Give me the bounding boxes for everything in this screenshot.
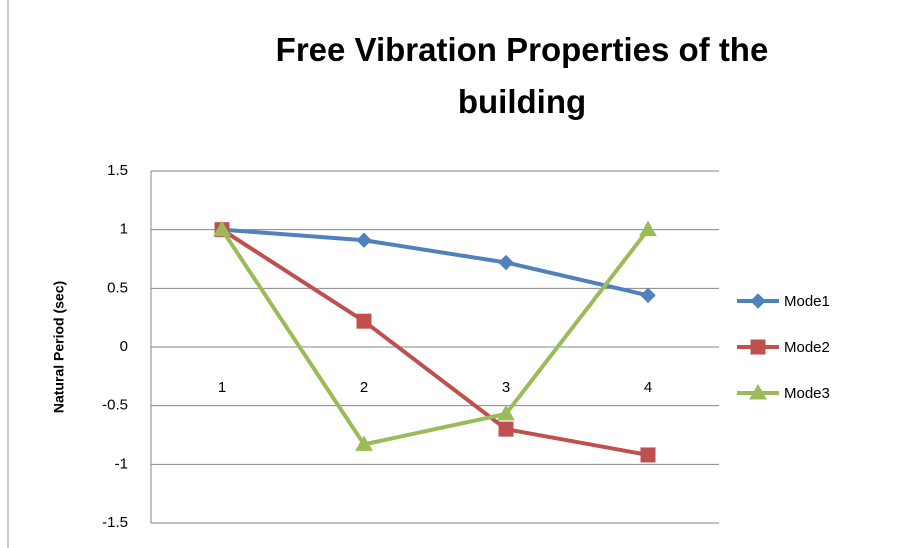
x-tick-label: 3	[502, 379, 510, 396]
legend-marker	[750, 293, 766, 309]
x-tick-label: 1	[218, 379, 226, 396]
legend-label: Mode2	[784, 339, 830, 356]
y-tick-label: -0.5	[102, 397, 128, 414]
data-point	[213, 220, 231, 237]
series-line	[220, 227, 649, 457]
data-point	[639, 220, 657, 237]
y-axis-label: Natural Period (sec)	[51, 281, 67, 413]
data-point	[498, 421, 514, 437]
legend-marker	[750, 339, 766, 355]
y-tick-label: 0	[120, 338, 128, 355]
data-point	[497, 404, 515, 421]
data-point	[640, 287, 656, 304]
y-tick-label: -1	[115, 455, 128, 472]
series-line	[221, 227, 649, 298]
x-tick-label: 2	[360, 379, 368, 396]
legend-label: Mode3	[784, 385, 830, 402]
data-point	[356, 313, 372, 329]
y-tick-label: 0.5	[107, 279, 128, 296]
data-point	[355, 435, 373, 451]
data-point	[356, 232, 372, 248]
legend-marker	[749, 383, 767, 400]
y-tick-label: 1	[120, 221, 128, 238]
y-tick-label: 1.5	[107, 162, 128, 179]
legend-label: Mode1	[784, 293, 830, 310]
y-tick-label: -1.5	[102, 514, 128, 531]
data-point	[640, 447, 656, 463]
chart-title: Free Vibration Properties of the building	[276, 31, 769, 120]
data-point	[498, 254, 514, 271]
x-tick-label: 4	[644, 379, 652, 396]
series-line	[220, 228, 650, 447]
